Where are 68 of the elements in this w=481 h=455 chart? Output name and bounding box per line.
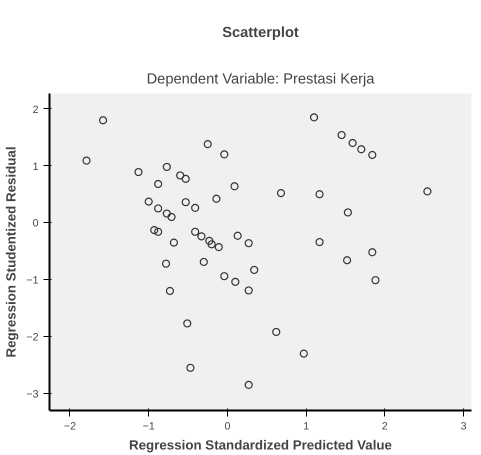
x-tick-label: −1 <box>142 420 155 432</box>
point <box>244 239 253 248</box>
x-tick-label: 3 <box>460 420 467 432</box>
point <box>357 145 366 154</box>
point <box>197 232 206 240</box>
point <box>162 162 171 172</box>
point <box>154 204 162 213</box>
point <box>244 286 253 295</box>
y-tick-label: −2 <box>26 332 39 344</box>
point <box>234 232 242 240</box>
point <box>150 226 158 234</box>
point <box>214 243 223 252</box>
point <box>182 198 190 206</box>
point <box>208 240 216 248</box>
point <box>368 150 376 160</box>
chart-title: Scatterplot <box>222 25 299 41</box>
point <box>368 248 376 256</box>
x-tick-label: 1 <box>303 420 310 432</box>
point <box>250 266 258 274</box>
point <box>162 209 171 218</box>
point <box>170 238 178 247</box>
point <box>272 328 280 336</box>
point <box>244 380 253 389</box>
point <box>310 113 318 122</box>
point <box>220 272 228 280</box>
point <box>344 208 352 217</box>
point <box>162 260 170 268</box>
point <box>276 189 286 198</box>
point <box>212 194 221 203</box>
point <box>230 182 239 190</box>
point <box>191 228 200 236</box>
x-tick-label: 0 <box>224 420 230 432</box>
point <box>176 171 184 180</box>
x-tick-label: 2 <box>382 420 388 432</box>
point <box>300 349 308 358</box>
point <box>167 212 176 222</box>
point <box>82 156 91 165</box>
chart-subtitle: Dependent Variable: Prestasi Kerja <box>146 72 376 88</box>
y-tick-label: 2 <box>32 104 39 116</box>
point <box>220 150 228 158</box>
y-tick-label: −1 <box>26 274 39 287</box>
y-tick-label: 0 <box>32 218 39 230</box>
point <box>144 198 153 206</box>
point <box>371 276 380 284</box>
point <box>183 319 192 328</box>
point <box>200 258 208 266</box>
point <box>315 238 324 246</box>
y-tick-label: −3 <box>26 388 39 400</box>
point <box>343 256 352 264</box>
point <box>337 130 346 140</box>
point <box>205 236 214 245</box>
point <box>423 187 432 196</box>
x-axis-title: Regression Standardized Predicted Value <box>129 438 392 452</box>
point <box>231 278 240 286</box>
point <box>315 190 324 198</box>
y-axis-title: Regression Studentized Residual <box>3 146 18 358</box>
point <box>166 286 174 296</box>
point <box>348 138 357 148</box>
y-tick-label: 1 <box>32 160 39 173</box>
point <box>186 364 195 372</box>
point <box>134 168 143 176</box>
x-tick-label: −2 <box>64 420 76 432</box>
point <box>98 116 108 124</box>
point <box>154 228 162 236</box>
point <box>204 140 212 148</box>
point <box>191 204 200 212</box>
point <box>182 174 190 183</box>
point <box>154 180 162 188</box>
